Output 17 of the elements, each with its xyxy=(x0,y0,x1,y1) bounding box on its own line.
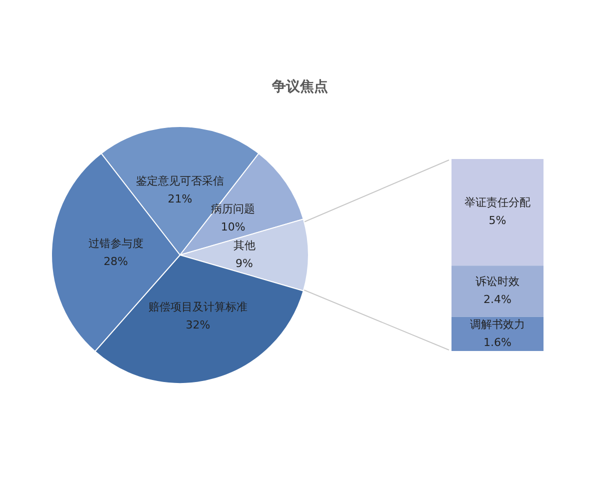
data-label: 9% xyxy=(236,256,253,270)
slice-label: 鉴定意见可否采信 xyxy=(136,174,224,188)
slice-label: 过错参与度 xyxy=(88,236,144,250)
series-label: 诉讼时效 xyxy=(476,275,520,288)
data-label: 10% xyxy=(220,220,246,234)
data-label: 32% xyxy=(186,318,210,332)
series-label: 举证责任分配 xyxy=(464,196,530,210)
data-label: 28% xyxy=(104,254,128,268)
data-label: 21% xyxy=(168,192,192,206)
data-label: 2.4% xyxy=(484,293,512,306)
data-label: 5% xyxy=(488,214,506,228)
slice-label: 其他 xyxy=(233,238,256,252)
data-label: 1.6% xyxy=(484,336,512,349)
series-label: 调解书效力 xyxy=(470,318,525,331)
slice-label: 赔偿项目及计算标准 xyxy=(148,300,248,314)
slice-label: 病历问题 xyxy=(211,202,256,216)
chart-title: 争议焦点 xyxy=(270,78,329,96)
